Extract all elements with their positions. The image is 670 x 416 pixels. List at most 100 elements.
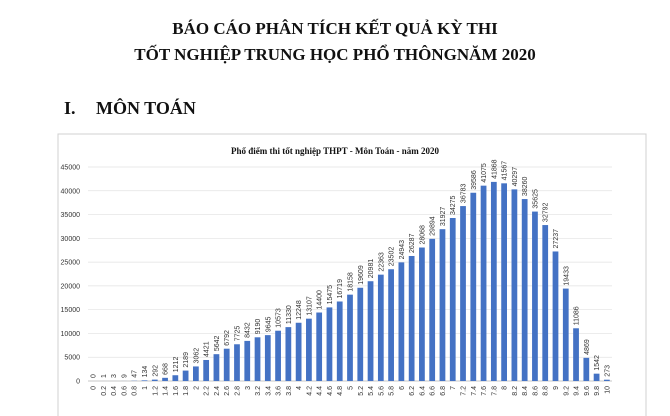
bar — [470, 192, 477, 381]
x-tick-label: 3.8 — [286, 386, 293, 396]
bar — [429, 238, 436, 381]
bar — [521, 199, 528, 381]
x-tick-label: 2 — [193, 386, 200, 390]
value-label: 16719 — [337, 279, 344, 299]
value-label: 14400 — [317, 290, 324, 310]
value-label: 6792 — [224, 330, 231, 346]
value-label: 19609 — [358, 265, 365, 285]
value-label: 12248 — [296, 300, 303, 320]
x-tick-label: 6 — [399, 386, 406, 390]
x-tick-label: 1.2 — [152, 386, 159, 396]
x-tick-label: 3.6 — [276, 386, 283, 396]
value-label: 2189 — [183, 352, 190, 368]
bar — [460, 206, 466, 381]
value-label: 18158 — [348, 272, 355, 292]
x-tick-label: 9.2 — [563, 386, 570, 396]
value-label: 0 — [91, 374, 98, 378]
bar — [223, 348, 230, 381]
x-tick-label: 6.8 — [440, 386, 447, 396]
bar — [151, 379, 158, 381]
x-tick-label: 9.4 — [574, 386, 581, 396]
value-label: 32792 — [543, 202, 550, 222]
x-tick-label: 8.4 — [522, 386, 529, 396]
y-tick-label: 20000 — [61, 283, 81, 290]
value-label: 38260 — [522, 176, 529, 196]
bar — [254, 337, 261, 381]
y-tick-label: 30000 — [61, 236, 81, 243]
x-tick-label: 9.8 — [594, 386, 601, 396]
value-label: 22363 — [378, 252, 385, 272]
bar — [398, 262, 405, 381]
value-label: 24943 — [399, 240, 406, 260]
x-tick-label: 0.6 — [121, 386, 128, 396]
x-tick-label: 5.4 — [368, 386, 375, 396]
x-tick-label: 7.2 — [461, 386, 468, 396]
y-tick-label: 0 — [76, 379, 80, 386]
bar — [182, 370, 189, 381]
value-label: 11330 — [286, 305, 293, 324]
section-title: MÔN TOÁN — [96, 97, 196, 118]
x-tick-label: 2.4 — [214, 386, 221, 396]
x-tick-label: 5 — [348, 386, 355, 390]
bar — [347, 294, 353, 381]
bar — [408, 255, 415, 381]
bar — [501, 183, 507, 381]
value-label: 1212 — [173, 357, 180, 373]
y-tick-label: 15000 — [61, 307, 81, 314]
value-label: 3 — [111, 374, 118, 378]
bar — [511, 189, 518, 381]
value-label: 3062 — [193, 348, 200, 364]
value-label: 34275 — [450, 195, 457, 215]
x-tick-label: 9 — [553, 386, 560, 390]
value-label: 9190 — [255, 319, 262, 335]
bar — [203, 359, 210, 381]
bar — [326, 307, 333, 381]
x-tick-label: 8 — [502, 386, 509, 390]
bar — [583, 357, 590, 381]
x-tick-label: 6.2 — [409, 386, 416, 396]
x-tick-label: 7.6 — [481, 386, 488, 396]
value-label: 10573 — [276, 308, 283, 328]
plot: 0 5000 10000 15000 20000 25000 30000 35000 40000… — [61, 159, 612, 396]
bar — [367, 281, 374, 381]
value-label: 29894 — [430, 216, 437, 236]
x-tick-label: 4.8 — [337, 386, 344, 396]
value-label: 41868 — [491, 159, 498, 179]
x-tick-label: 2.6 — [224, 386, 231, 396]
bar — [234, 344, 240, 381]
bar — [490, 181, 497, 381]
value-label: 5642 — [214, 335, 221, 351]
x-tick-label: 8.2 — [512, 386, 519, 396]
x-tick-label: 1.4 — [163, 386, 170, 396]
value-label: 292 — [152, 365, 159, 377]
x-tick-label: 4 — [296, 386, 303, 390]
value-label: 28068 — [419, 225, 426, 245]
x-tick-label: 0.4 — [111, 386, 118, 396]
bar — [306, 318, 312, 381]
value-label: 26287 — [409, 233, 416, 253]
value-label: 41567 — [502, 161, 509, 181]
value-label: 15475 — [327, 285, 334, 305]
value-label: 39586 — [471, 170, 478, 190]
bar — [193, 366, 199, 381]
x-tick-label: 5.6 — [378, 386, 385, 396]
x-tick-label: 4.4 — [317, 386, 324, 396]
bar — [593, 373, 600, 381]
x-tick-label: 3.4 — [265, 386, 272, 396]
value-label: 9645 — [265, 316, 272, 332]
value-label: 11086 — [574, 306, 581, 325]
x-tick-label: 6.4 — [419, 386, 426, 396]
value-label: 1 — [101, 374, 108, 378]
x-tick-label: 6.6 — [430, 386, 437, 396]
bar — [162, 377, 168, 381]
value-label: 19433 — [563, 266, 570, 286]
bar — [172, 375, 179, 381]
x-tick-label: 1 — [142, 386, 149, 390]
bar — [275, 330, 281, 381]
x-tick-label: 9.6 — [584, 386, 591, 396]
value-label: 36783 — [461, 184, 468, 204]
y-tick-label: 25000 — [61, 260, 81, 267]
x-tick-label: 7 — [450, 386, 457, 390]
x-tick-label: 1.6 — [173, 386, 180, 396]
value-label: 668 — [163, 363, 170, 375]
